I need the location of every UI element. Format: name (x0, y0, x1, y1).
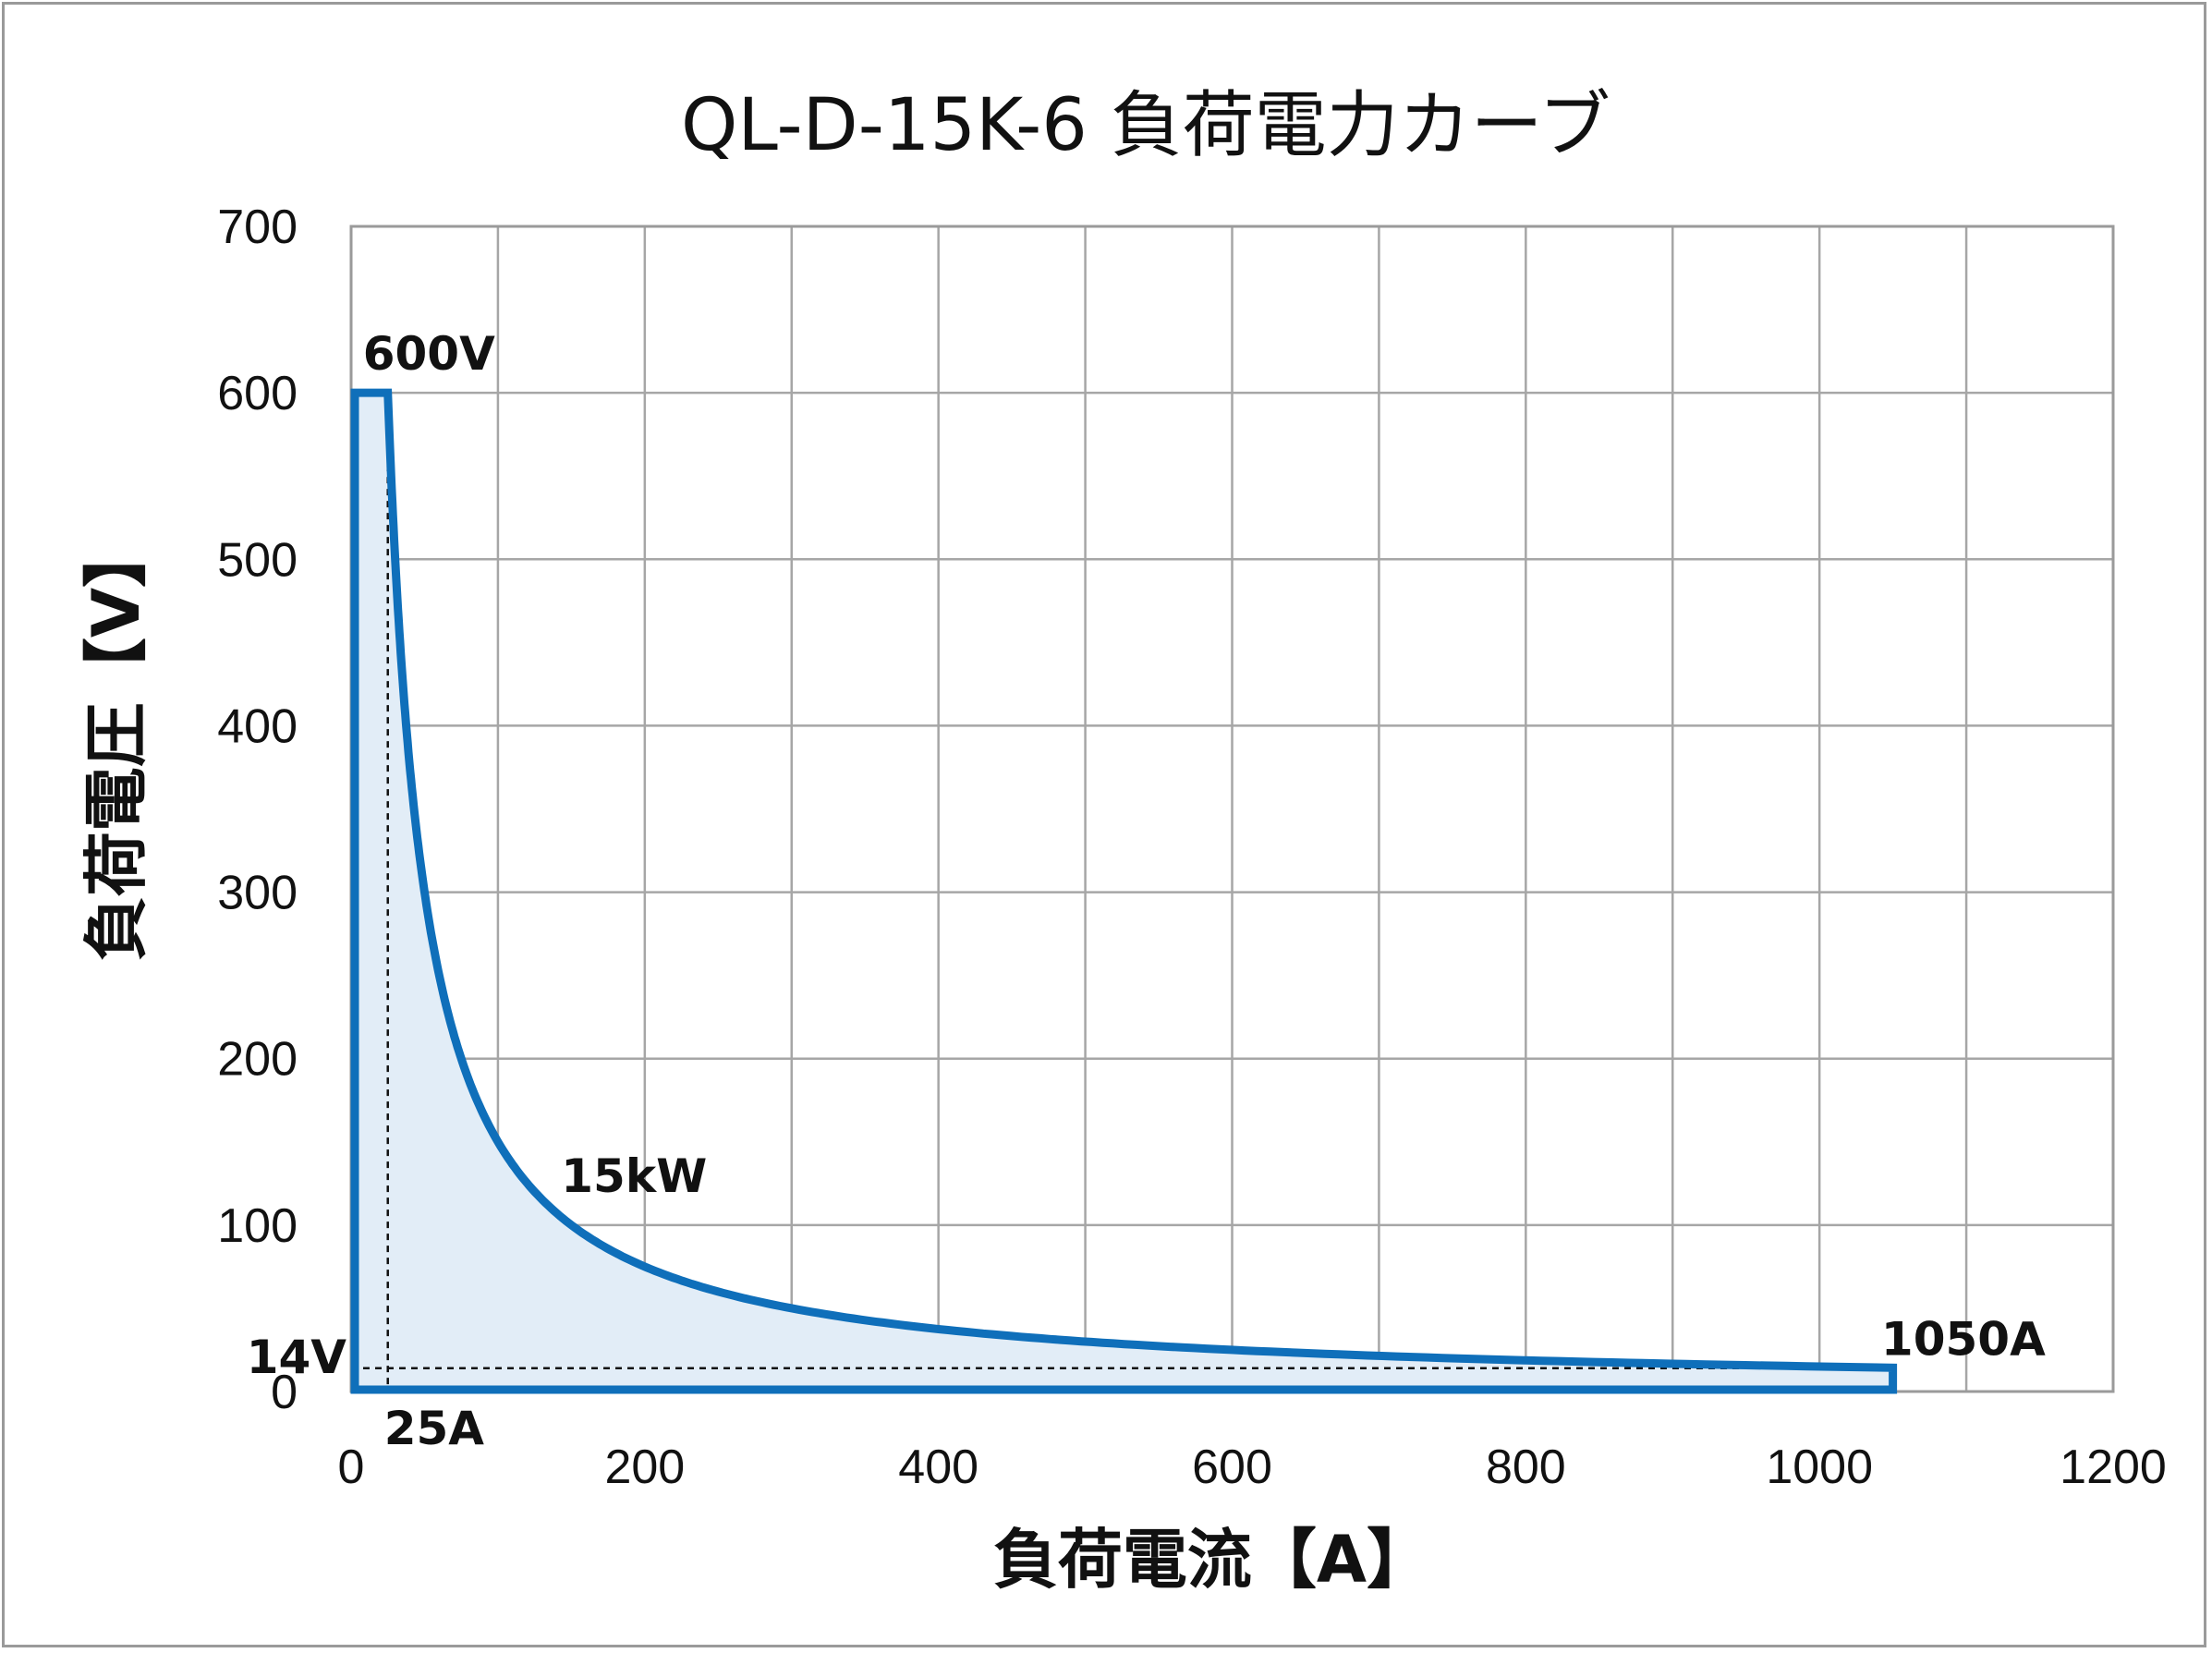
series-line (350, 388, 1898, 1394)
x-tick-label: 600 (1192, 1440, 1272, 1494)
grid (351, 226, 2113, 1392)
y-axis-title: 負荷電圧【V】 (79, 523, 154, 961)
y-tick-label: 600 (217, 367, 298, 420)
y-tick-label: 700 (217, 201, 298, 254)
x-tick-label: 200 (604, 1440, 685, 1494)
power-area-fill (355, 393, 1893, 1391)
y-tick-label: 400 (217, 699, 298, 753)
x-tick-label: 1200 (2060, 1440, 2167, 1494)
chart-title: QL-D-15K-6 負荷電力カーブ (681, 84, 1610, 167)
min-voltage-label: 14V (247, 1331, 347, 1384)
x-axis-title: 負荷電流【A】 (993, 1522, 1431, 1598)
x-tick-label: 800 (1486, 1440, 1566, 1494)
x-tick-label: 0 (338, 1440, 365, 1494)
x-tick-label: 400 (898, 1440, 978, 1494)
y-tick-label: 100 (217, 1199, 298, 1253)
y-tick-label: 500 (217, 533, 298, 587)
max-current-label: 1050A (1881, 1313, 2046, 1367)
y-tick-label: 300 (217, 867, 298, 920)
max-voltage-label: 600V (363, 327, 495, 381)
min-current-label: 25A (384, 1402, 485, 1455)
y-tick-labels: 0 100 200 300 400 500 600 700 (217, 201, 298, 1419)
reference-lines (351, 393, 1893, 1392)
y-tick-label: 0 (271, 1366, 298, 1419)
power-label: 15kW (561, 1149, 707, 1203)
y-tick-label: 200 (217, 1033, 298, 1087)
x-tick-labels: 0 200 400 600 800 1000 1200 (338, 1440, 2167, 1494)
x-tick-label: 1000 (1766, 1440, 1873, 1494)
